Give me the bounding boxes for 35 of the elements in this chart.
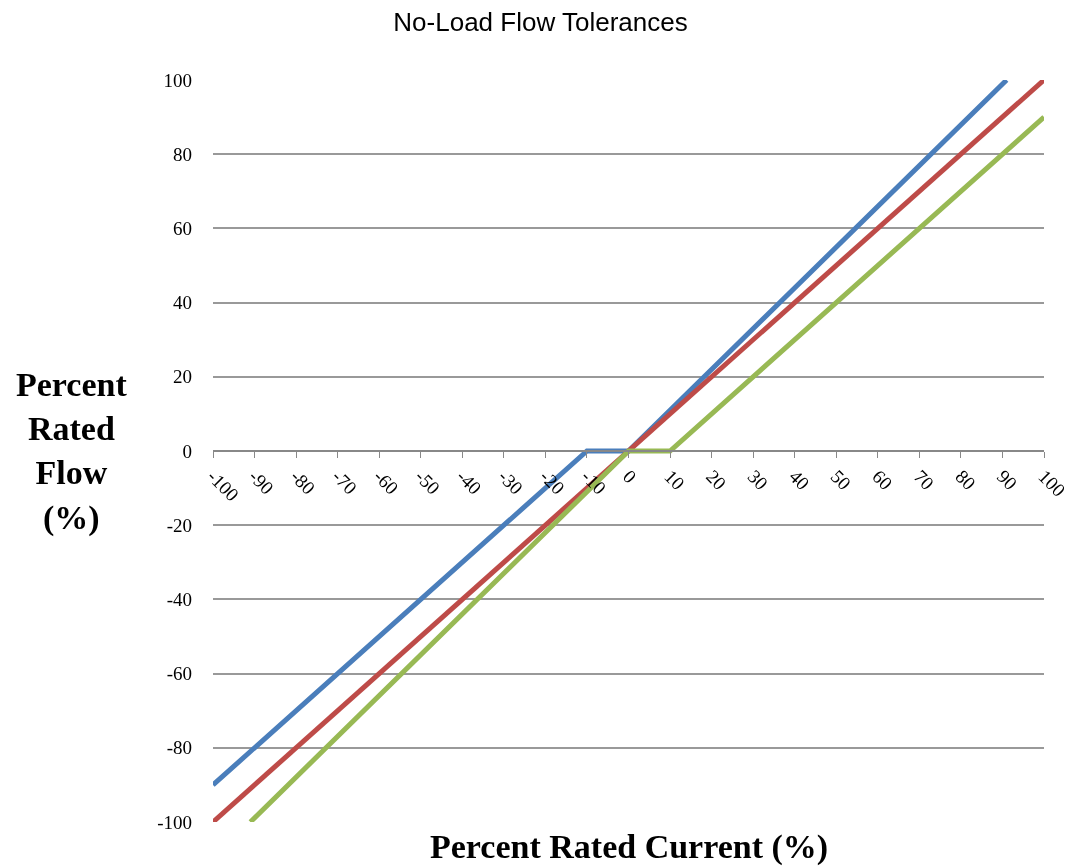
- x-tick-label: -80: [286, 465, 320, 499]
- y-tick-label: 80: [173, 143, 192, 165]
- x-tick-label: 0: [618, 465, 641, 488]
- x-axis-title: Percent Rated Current (%): [430, 828, 829, 866]
- x-tick-label: -90: [245, 465, 278, 499]
- x-tick-label: -40: [452, 465, 486, 499]
- y-tick-label: -60: [166, 663, 192, 685]
- y-tick-label: -80: [166, 737, 192, 759]
- x-tick-label: 100: [1034, 465, 1070, 501]
- y-tick-label: -40: [166, 589, 192, 611]
- y-tick-label: 0: [182, 440, 192, 462]
- y-tick-label: 100: [163, 69, 192, 91]
- x-tick-label: 90: [992, 465, 1022, 495]
- x-tick-label: 20: [702, 465, 731, 495]
- y-tick-label: 60: [173, 218, 192, 240]
- x-tick-label: 60: [868, 465, 897, 495]
- y-tick-label: 20: [173, 366, 192, 388]
- chart-title: No-Load Flow Tolerances: [393, 7, 688, 38]
- x-tick-label: 40: [785, 465, 814, 495]
- x-tick-label: 50: [826, 465, 855, 495]
- x-tick-label: -30: [494, 465, 528, 499]
- y-tick-label: -20: [166, 514, 192, 536]
- y-tick-label: -100: [157, 811, 192, 833]
- x-tick-label: -100: [203, 465, 243, 506]
- x-tick-label: -20: [535, 465, 569, 499]
- x-tick-label: -70: [328, 465, 361, 499]
- x-tick-label: 10: [660, 465, 689, 495]
- y-tick-label: 40: [173, 292, 192, 314]
- x-tick-label: -50: [411, 465, 444, 499]
- x-tick-label: 30: [743, 465, 772, 495]
- x-tick-label: -60: [369, 465, 403, 499]
- y-axis-title: Percent Rated Flow (%): [16, 366, 128, 537]
- x-tick-label: 80: [951, 465, 980, 495]
- x-tick-label: -10: [577, 465, 611, 499]
- x-tick-label: 70: [909, 465, 939, 495]
